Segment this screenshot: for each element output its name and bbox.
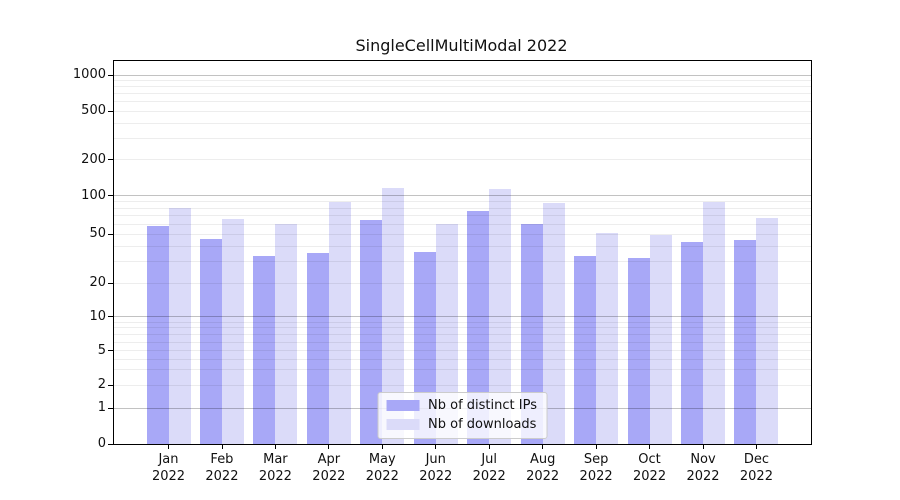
bar-distinct-ips — [734, 239, 757, 444]
x-tick-label: Mar 2022 — [258, 452, 292, 484]
x-tick-label: Feb 2022 — [205, 452, 239, 484]
x-tick-mark — [168, 444, 169, 449]
y-tick-label: 50 — [89, 226, 106, 242]
x-tick-mark — [756, 444, 757, 449]
y-tick-label: 20 — [89, 275, 106, 291]
x-tick-label: Aug 2022 — [526, 452, 560, 484]
minor-gridline — [114, 122, 811, 124]
minor-gridline — [114, 86, 811, 88]
bar-distinct-ips — [574, 256, 597, 444]
x-tick-label: Apr 2022 — [312, 452, 346, 484]
y-tick-mark — [108, 110, 114, 112]
x-tick-label: Sep 2022 — [579, 452, 613, 484]
y-tick-mark — [108, 233, 114, 235]
y-tick-label: 500 — [81, 103, 106, 119]
legend-label-distinct-ips: Nb of distinct IPs — [428, 398, 537, 413]
y-tick-mark — [108, 316, 114, 318]
plot-area: 0 1 2 5 10 20 50 100 200 500 1000 Jan 2022 Feb 2022… — [73, 60, 812, 484]
minor-gridline — [114, 159, 811, 161]
x-tick-label: Dec 2022 — [739, 452, 773, 484]
y-tick-mark — [108, 350, 114, 352]
x-tick-mark — [702, 444, 704, 449]
bar-distinct-ips — [253, 256, 276, 444]
x-tick-mark — [328, 444, 330, 449]
x-tick-label: Jun 2022 — [419, 452, 453, 484]
legend-swatch-distinct-ips — [386, 400, 420, 411]
y-tick-mark — [108, 282, 114, 284]
x-tick-label: Jan 2022 — [151, 452, 186, 484]
bar-downloads — [489, 189, 512, 444]
bar-distinct-ips — [681, 242, 703, 444]
bar-downloads — [756, 217, 779, 444]
major-gridline — [114, 195, 811, 197]
x-tick-label: Oct 2022 — [633, 452, 667, 484]
bar-distinct-ips — [146, 225, 169, 444]
y-tick-label: 0 — [97, 436, 106, 451]
bar-downloads — [596, 233, 619, 444]
y-tick-label: 100 — [81, 187, 106, 203]
minor-gridline — [114, 110, 811, 112]
minor-gridline — [114, 80, 811, 82]
bar-downloads — [221, 218, 244, 444]
y-tick-mark — [108, 443, 114, 445]
x-tick-label: Jul 2022 — [472, 452, 506, 484]
x-tick-mark — [435, 444, 437, 449]
x-tick-mark — [595, 444, 597, 449]
y-tick-mark — [108, 407, 114, 409]
major-gridline — [114, 74, 811, 76]
y-tick-label: 1 — [97, 399, 106, 415]
chart-title: SingleCellMultiModal 2022 — [355, 36, 568, 55]
x-tick-label: May 2022 — [365, 452, 399, 484]
legend-label-downloads: Nb of downloads — [428, 417, 537, 432]
bar-distinct-ips — [627, 258, 650, 444]
bar-distinct-ips — [520, 224, 543, 444]
bar-downloads — [435, 224, 458, 444]
bar-distinct-ips — [306, 253, 329, 444]
y-tick-label: 1000 — [72, 67, 106, 83]
y-tick-mark — [108, 74, 114, 76]
minor-gridline — [114, 93, 811, 95]
legend-item-downloads: Nb of downloads — [386, 417, 537, 432]
x-tick-mark — [542, 444, 544, 449]
y-tick-label: 200 — [81, 151, 106, 167]
y-tick-mark — [108, 195, 114, 197]
y-tick-mark — [108, 384, 114, 386]
bar-downloads — [542, 202, 565, 444]
bar-downloads — [649, 235, 672, 444]
x-tick-mark — [649, 444, 650, 449]
bar-distinct-ips — [467, 211, 490, 444]
y-tick-mark — [108, 159, 114, 161]
x-tick-label: Nov 2022 — [686, 452, 720, 484]
legend-swatch-downloads — [386, 419, 420, 430]
x-tick-mark — [274, 444, 276, 449]
minor-gridline — [114, 137, 811, 139]
bar-downloads — [168, 208, 191, 444]
bar-distinct-ips — [199, 238, 222, 444]
x-tick-mark — [381, 444, 383, 449]
y-tick-label: 10 — [89, 308, 106, 324]
x-tick-mark — [488, 444, 490, 449]
bar-downloads — [382, 188, 405, 444]
bar-distinct-ips — [360, 219, 383, 444]
bar-downloads — [703, 202, 725, 444]
legend-item-distinct-ips: Nb of distinct IPs — [386, 398, 537, 413]
y-tick-label: 5 — [97, 342, 106, 358]
y-tick-label: 2 — [97, 377, 106, 393]
bar-downloads — [328, 201, 351, 444]
x-tick-mark — [221, 444, 223, 449]
bar-downloads — [275, 224, 298, 444]
legend: Nb of distinct IPs Nb of downloads — [377, 392, 548, 439]
minor-gridline — [114, 101, 811, 103]
